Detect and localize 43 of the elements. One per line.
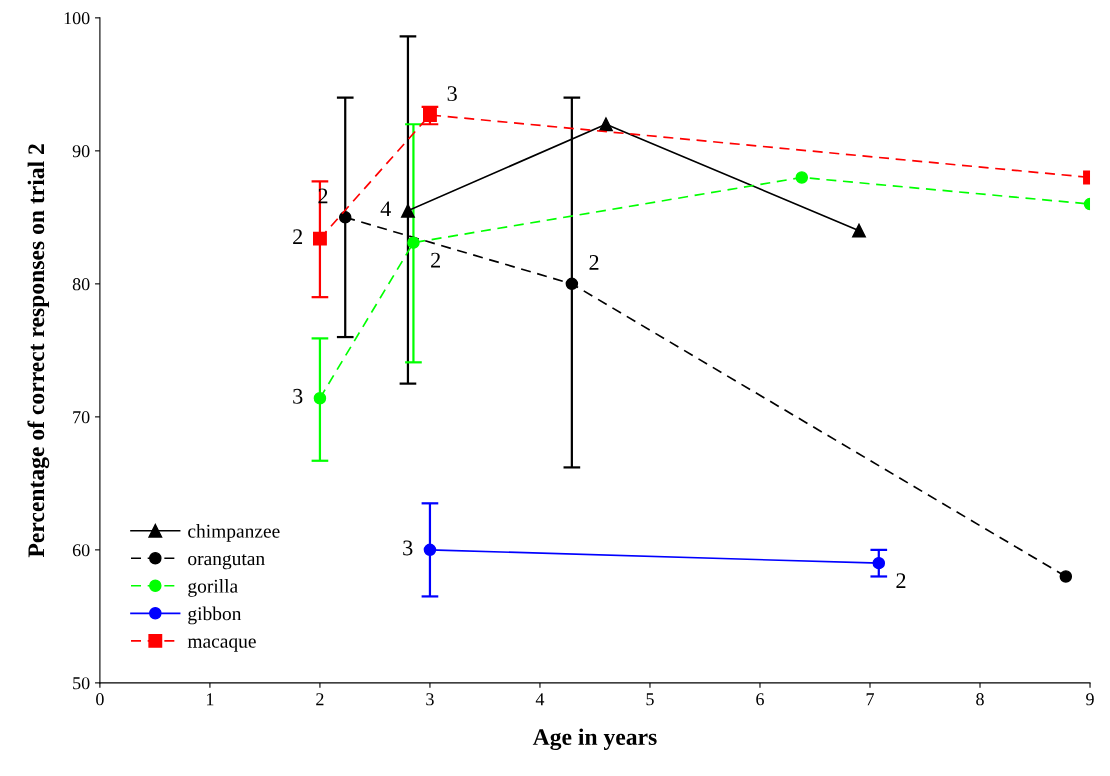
legend-label: gibbon bbox=[188, 606, 242, 625]
annotation: 4 bbox=[380, 201, 391, 217]
annotation: 2 bbox=[293, 229, 303, 244]
x-tick-label: 8 bbox=[976, 693, 984, 706]
x-tick-label: 6 bbox=[756, 693, 764, 706]
x-tick-label: 4 bbox=[535, 693, 545, 706]
point bbox=[338, 211, 352, 224]
y-tick-label: 90 bbox=[72, 145, 90, 158]
y-tick-label: 60 bbox=[72, 544, 90, 557]
point bbox=[400, 203, 415, 218]
annotation: 2 bbox=[896, 573, 906, 588]
legend-label: chimpanzee bbox=[188, 524, 280, 542]
point bbox=[852, 223, 866, 238]
x-tick-label: 1 bbox=[206, 693, 214, 706]
point bbox=[313, 391, 327, 405]
point bbox=[423, 543, 437, 557]
x-tick-label: 9 bbox=[1086, 693, 1094, 706]
annotation: 3 bbox=[403, 540, 413, 556]
y-axis-title: Percentage of correct responses on trial 2 bbox=[27, 144, 50, 558]
annotation: 2 bbox=[431, 252, 440, 268]
legend-label: gorilla bbox=[188, 579, 238, 597]
point bbox=[1059, 570, 1073, 583]
y-tick-label: 100 bbox=[64, 12, 90, 25]
x-axis-title: Age in years bbox=[532, 728, 657, 751]
y-tick-label: 50 bbox=[73, 677, 90, 690]
x-tick-label: 2 bbox=[316, 693, 324, 706]
x-tick-label: 7 bbox=[866, 693, 874, 706]
point bbox=[312, 231, 327, 246]
y-tick-label: 70 bbox=[73, 411, 90, 424]
legend-label: macaque bbox=[187, 638, 256, 652]
point bbox=[565, 277, 579, 291]
x-tick-label: 3 bbox=[426, 693, 434, 706]
y-tick-label: 80 bbox=[72, 278, 90, 291]
legend-label: orangutan bbox=[188, 554, 265, 570]
point bbox=[872, 556, 886, 570]
x-tick-label: 0 bbox=[96, 693, 104, 706]
annotation: 3 bbox=[447, 86, 457, 102]
annotation: 2 bbox=[589, 255, 599, 270]
x-tick-label: 5 bbox=[646, 693, 654, 706]
point bbox=[599, 117, 613, 132]
point bbox=[795, 171, 809, 184]
point bbox=[407, 236, 420, 249]
annotation: 3 bbox=[293, 388, 303, 404]
